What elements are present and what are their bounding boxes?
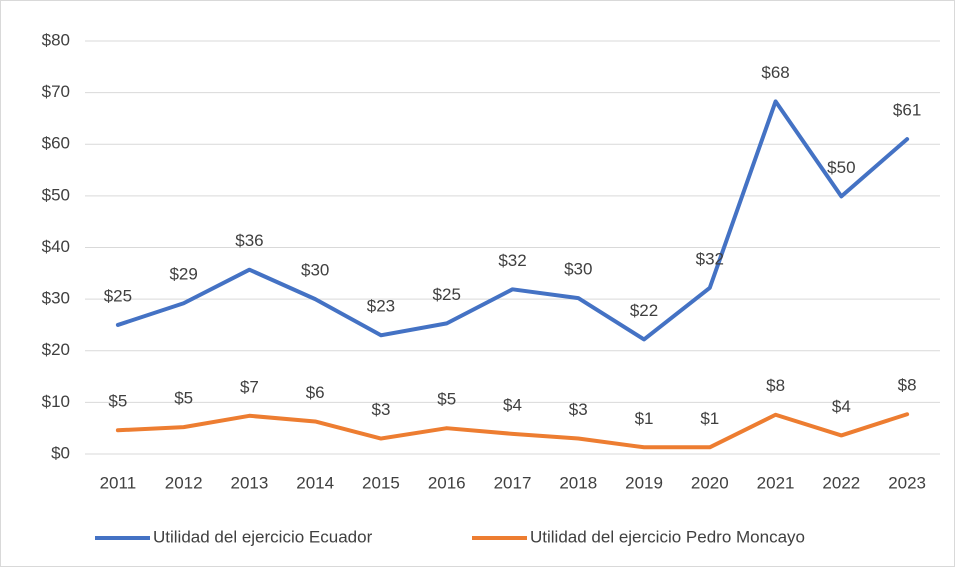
x-tick-label: 2023 <box>888 473 926 492</box>
data-label: $25 <box>433 285 461 304</box>
data-label: $1 <box>635 409 654 428</box>
data-label: $32 <box>498 251 526 270</box>
y-tick-label: $30 <box>42 289 70 308</box>
y-tick-label: $20 <box>42 340 70 359</box>
legend-label: Utilidad del ejercicio Pedro Moncayo <box>530 527 805 546</box>
data-label: $6 <box>306 383 325 402</box>
data-label: $5 <box>174 389 193 408</box>
x-tick-label: 2021 <box>757 473 795 492</box>
x-tick-label: 2020 <box>691 473 729 492</box>
legend-label: Utilidad del ejercicio Ecuador <box>153 527 373 546</box>
y-tick-label: $80 <box>42 30 70 49</box>
data-label: $50 <box>827 158 855 177</box>
data-label: $30 <box>301 261 329 280</box>
data-label: $4 <box>503 395 522 414</box>
y-tick-label: $40 <box>42 237 70 256</box>
y-tick-label: $70 <box>42 82 70 101</box>
data-label: $25 <box>104 286 132 305</box>
data-label: $68 <box>761 63 789 82</box>
data-label: $5 <box>437 390 456 409</box>
data-label: $23 <box>367 297 395 316</box>
x-tick-label: 2019 <box>625 473 663 492</box>
data-label: $3 <box>569 400 588 419</box>
y-tick-label: $60 <box>42 134 70 153</box>
data-label: $32 <box>696 249 724 268</box>
x-tick-label: 2012 <box>165 473 203 492</box>
data-label: $5 <box>108 392 127 411</box>
data-label: $36 <box>235 231 263 250</box>
data-label: $8 <box>766 376 785 395</box>
data-label: $7 <box>240 377 259 396</box>
y-tick-label: $50 <box>42 185 70 204</box>
data-label: $1 <box>700 409 719 428</box>
x-tick-label: 2017 <box>494 473 532 492</box>
x-tick-label: 2022 <box>822 473 860 492</box>
data-label: $22 <box>630 301 658 320</box>
data-label: $4 <box>832 397 851 416</box>
x-tick-label: 2015 <box>362 473 400 492</box>
x-tick-label: 2011 <box>100 473 137 492</box>
y-tick-label: $0 <box>51 443 70 462</box>
data-label: $29 <box>169 265 197 284</box>
y-tick-label: $10 <box>42 392 70 411</box>
data-label: $8 <box>898 376 917 395</box>
data-label: $3 <box>372 400 391 419</box>
series-line <box>115 412 910 450</box>
x-tick-label: 2013 <box>231 473 269 492</box>
x-tick-label: 2018 <box>559 473 597 492</box>
series-line <box>115 99 910 342</box>
data-label: $30 <box>564 260 592 279</box>
x-tick-label: 2016 <box>428 473 466 492</box>
x-tick-label: 2014 <box>296 473 334 492</box>
data-label: $61 <box>893 101 921 120</box>
